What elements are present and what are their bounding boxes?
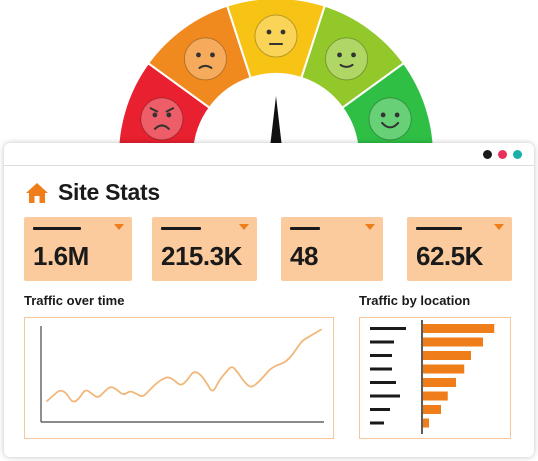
stat-card-2[interactable]: 215.3K <box>152 217 257 281</box>
slight-smile-face-icon <box>325 37 369 81</box>
window-dot-dark[interactable] <box>483 150 492 159</box>
stat-value: 48 <box>290 241 318 271</box>
location-label-bar <box>370 408 390 411</box>
location-label-bar <box>370 367 392 371</box>
page-title: Site Stats <box>58 179 160 205</box>
stat-card-3[interactable]: 48 <box>281 217 383 281</box>
window-controls <box>483 150 522 159</box>
stat-card-label-bar <box>33 227 81 230</box>
location-bar <box>423 405 441 414</box>
location-bar <box>423 418 429 428</box>
frowning-face-icon <box>183 37 227 81</box>
location-label-bar <box>370 421 384 425</box>
location-label-bar <box>370 394 400 398</box>
stat-value: 1.6M <box>33 241 89 271</box>
window-dot-red[interactable] <box>498 150 507 159</box>
location-label-bar <box>370 327 406 330</box>
traffic-over-time-chart <box>24 317 334 439</box>
stat-card-4[interactable]: 62.5K <box>407 217 512 281</box>
stat-card-label-bar <box>416 227 462 230</box>
caret-down-icon[interactable] <box>365 224 375 230</box>
location-label-bar <box>370 354 392 357</box>
traffic-over-time-label: Traffic over time <box>24 293 125 308</box>
stat-card-label-bar <box>161 227 201 230</box>
bar-chart-canvas <box>370 320 495 434</box>
traffic-by-location-label: Traffic by location <box>359 293 471 308</box>
page-header: Site Stats <box>24 179 160 206</box>
dashboard-window: Site Stats 1.6M 215.3K 48 62.5K Traffic … <box>4 143 534 457</box>
stat-value: 62.5K <box>416 241 483 271</box>
home-icon <box>26 182 48 203</box>
window-dot-teal[interactable] <box>513 150 522 159</box>
location-bar <box>423 337 483 347</box>
location-bar <box>423 364 465 374</box>
location-label-bar <box>370 340 394 344</box>
neutral-face-icon <box>254 14 298 58</box>
caret-down-icon[interactable] <box>239 224 249 230</box>
satisfaction-gauge <box>116 0 436 168</box>
stat-card-label-bar <box>290 227 320 230</box>
traffic-line <box>46 328 322 403</box>
stat-value: 215.3K <box>161 241 242 271</box>
stat-card-1[interactable]: 1.6M <box>24 217 132 281</box>
titlebar-divider <box>4 165 534 166</box>
gauge-needle <box>269 96 283 156</box>
happy-face-icon <box>368 97 412 141</box>
stat-cards: 1.6M 215.3K 48 62.5K <box>24 217 514 281</box>
window-titlebar <box>4 143 534 165</box>
location-bar <box>423 351 471 360</box>
caret-down-icon[interactable] <box>114 224 124 230</box>
location-bar <box>423 378 456 387</box>
traffic-by-location-chart <box>359 317 511 439</box>
location-bar <box>423 324 495 333</box>
caret-down-icon[interactable] <box>494 224 504 230</box>
line-chart-canvas <box>40 326 324 423</box>
location-bar <box>423 391 448 401</box>
location-label-bar <box>370 381 396 384</box>
angry-face-icon <box>140 97 184 141</box>
